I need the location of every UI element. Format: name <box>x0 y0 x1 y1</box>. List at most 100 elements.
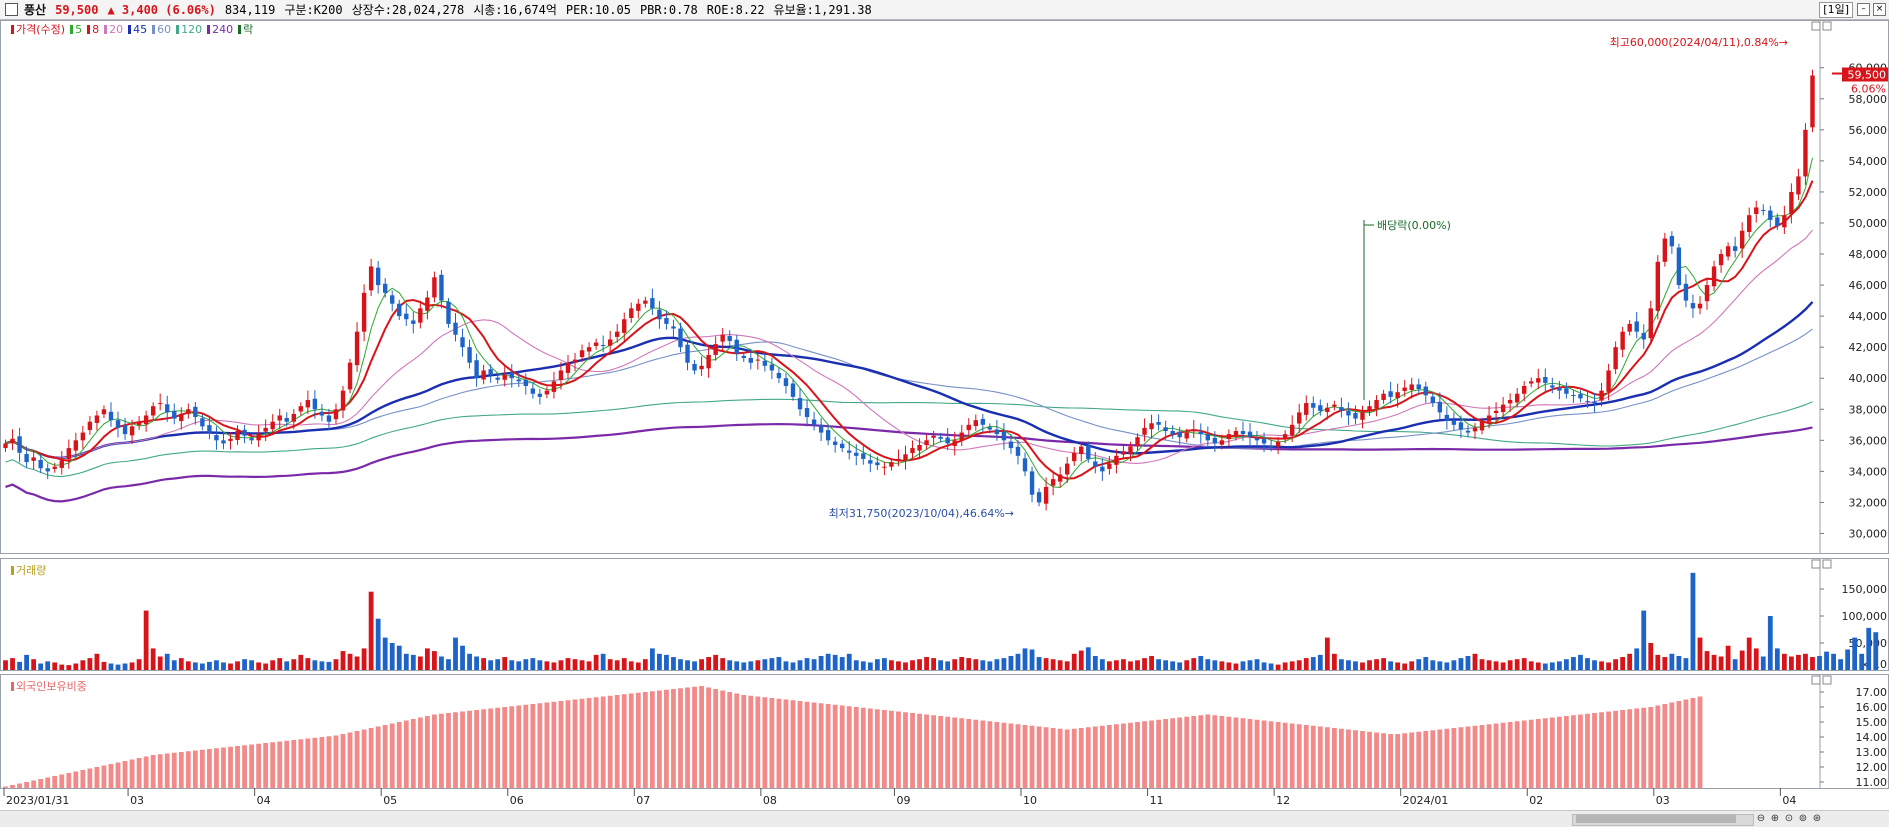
volume-bar <box>1781 653 1787 670</box>
foreign-bar <box>1578 714 1583 788</box>
candle-body <box>326 415 332 422</box>
foreign-bar <box>340 734 346 788</box>
panel-checkbox[interactable] <box>5 3 18 16</box>
volume-bar <box>1191 658 1197 670</box>
volume-legend-label-0[interactable]: 거래량 <box>16 564 47 577</box>
price-legend-label-7[interactable]: 240 <box>212 22 234 36</box>
volume-bar <box>1556 661 1562 670</box>
candle-body <box>804 408 810 418</box>
candle-body <box>38 459 43 469</box>
volume-bar <box>403 653 409 670</box>
price-legend-label-8[interactable]: 락 <box>243 23 254 36</box>
scrollbar-thumb[interactable] <box>1576 815 1736 823</box>
volume-bar <box>87 658 93 670</box>
volume-bar <box>1015 653 1021 670</box>
candle-body <box>1114 455 1119 465</box>
price-legend-label-5[interactable]: 60 <box>157 22 172 36</box>
volume-bar <box>108 663 114 670</box>
x-tick-label-9: 11 <box>1150 794 1164 807</box>
foreign-bar <box>980 720 986 788</box>
price-legend-label-6[interactable]: 120 <box>181 22 203 36</box>
foreign-bar <box>938 716 944 788</box>
price-legend-label-1[interactable]: 5 <box>75 22 83 36</box>
candle-body <box>1177 431 1182 438</box>
volume-bar <box>305 658 311 670</box>
foreign-bar <box>1050 728 1056 788</box>
volume-bar <box>924 657 929 670</box>
foreign-bar <box>115 762 121 788</box>
zoom-all-icon[interactable]: ⊛ <box>1812 813 1822 824</box>
candle-body <box>1093 461 1098 467</box>
foreign-bar <box>987 721 993 788</box>
volume-bar <box>1085 647 1091 670</box>
foreign-bar <box>305 738 311 788</box>
volume-bar <box>467 653 472 670</box>
price-legend-label-4[interactable]: 45 <box>133 22 148 36</box>
volume-bar <box>537 660 543 670</box>
foreign-bar <box>1458 727 1464 788</box>
volume-bar <box>1388 661 1394 670</box>
period-selector[interactable]: [1일] <box>1819 1 1853 18</box>
price-legend-label-3[interactable]: 20 <box>109 22 124 36</box>
foreign-bar <box>410 719 416 788</box>
candle-body <box>319 411 325 416</box>
candle-body <box>157 403 163 405</box>
candle-body <box>671 326 676 329</box>
stock-chart[interactable]: 30,000 32,000 34,000 36,000 38,000 40,000 42,0… <box>0 0 1889 810</box>
volume-bar <box>1669 653 1675 670</box>
candle-body <box>523 380 529 386</box>
zoom-reset-icon[interactable]: ⊙ <box>1784 813 1794 824</box>
volume-bar <box>628 661 634 670</box>
candle-body <box>446 301 451 324</box>
foreign-legend-label-0[interactable]: 외국인보유비중 <box>16 680 87 693</box>
candle-body <box>776 372 782 379</box>
volume-bar <box>1662 657 1668 670</box>
volume-bar <box>1205 659 1211 670</box>
x-tick-label-12: 02 <box>1529 794 1543 807</box>
foreign-bar <box>256 743 262 788</box>
price-tick-label-1: 32,000 <box>1849 496 1888 509</box>
volume-bar <box>242 659 247 670</box>
zoom-fit-icon[interactable]: ⊚ <box>1798 813 1808 824</box>
volume-bar <box>1106 661 1112 670</box>
price-legend-label-0[interactable]: 가격(수정) <box>16 23 66 36</box>
price-legend: 가격(수정) 5 8 20 45 60 120 240 락 <box>8 21 255 37</box>
candle-body <box>418 308 423 323</box>
foreign-bar <box>185 751 191 788</box>
candle-body <box>1353 413 1358 419</box>
candle-body <box>1683 283 1689 301</box>
current-price-box <box>1842 67 1888 82</box>
foreign-bar <box>1479 725 1485 788</box>
zoom-in-icon[interactable]: ⊕ <box>1770 813 1780 824</box>
foreign-bar <box>1648 707 1654 788</box>
foreign-bar <box>713 689 719 788</box>
zoom-out-icon[interactable]: ⊖ <box>1756 813 1766 824</box>
foreign-bar <box>762 697 768 788</box>
volume-legend: 거래량 <box>8 562 48 578</box>
foreign-bar <box>199 749 205 788</box>
volume-bar <box>474 656 479 670</box>
foreign-bar <box>1219 716 1225 788</box>
foreign-bar <box>853 707 859 788</box>
candle-body <box>368 266 374 291</box>
foreign-bar <box>741 695 747 788</box>
volume-bar <box>1296 660 1302 670</box>
volume-bar <box>192 662 198 670</box>
volume-bar <box>987 661 993 670</box>
candle-body <box>1704 285 1710 302</box>
current-price-label: 59,500 <box>1848 68 1887 81</box>
candle-body <box>488 369 493 376</box>
panel-close-icon-volume <box>1822 559 1832 569</box>
volume-bar <box>846 653 852 670</box>
foreign-bar <box>1374 732 1379 788</box>
x-tick-label-5: 07 <box>636 794 650 807</box>
close-icon[interactable]: × <box>1873 3 1886 16</box>
price-legend-label-2[interactable]: 8 <box>92 22 100 36</box>
volume-bar <box>263 663 269 670</box>
volume-bar <box>839 657 845 670</box>
candle-body <box>1346 410 1351 416</box>
minimize-icon[interactable]: – <box>1857 3 1870 16</box>
volume-bar <box>1578 654 1583 670</box>
foreign-bar <box>776 698 782 788</box>
volume-bar <box>671 657 676 670</box>
